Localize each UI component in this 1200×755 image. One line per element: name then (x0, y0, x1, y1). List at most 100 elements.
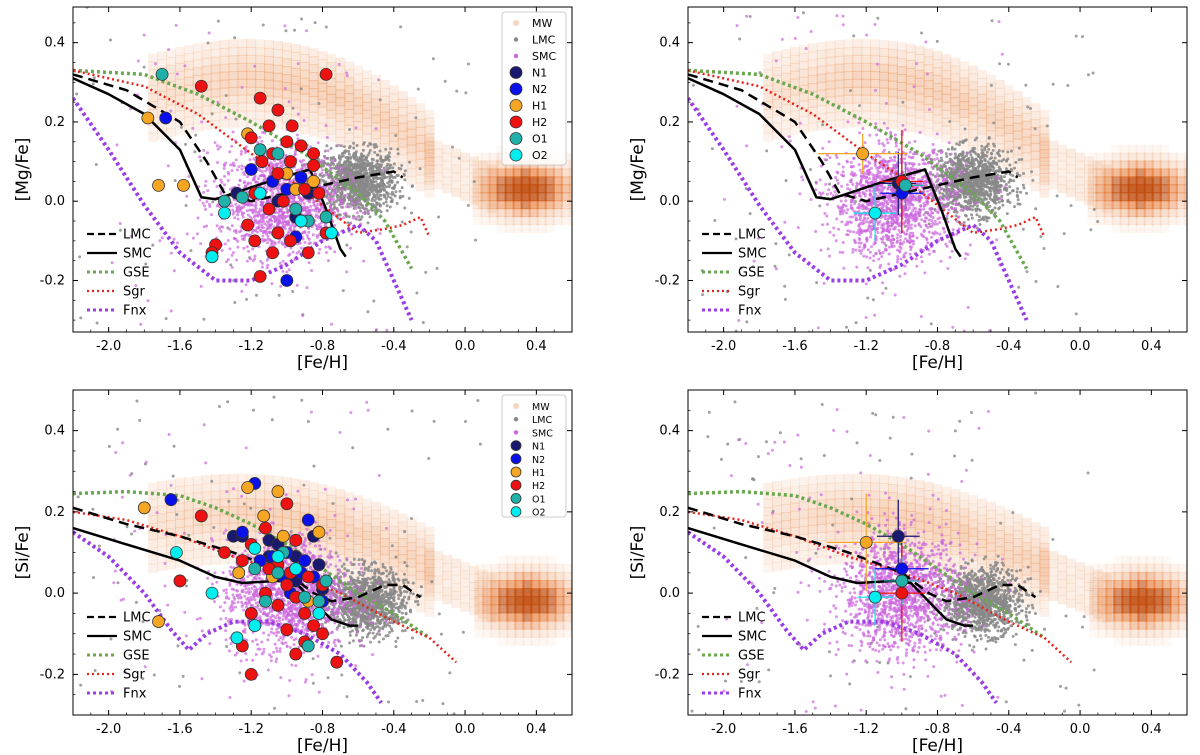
mw-bin (1012, 154, 1023, 164)
lmc-star (1002, 179, 1006, 183)
lmc-star (1008, 191, 1012, 195)
lmc-star (358, 158, 362, 162)
smc-star (316, 207, 320, 211)
cluster-point-o1 (218, 194, 231, 208)
smc-star (110, 261, 114, 265)
lmc-star (372, 195, 376, 199)
smc-star (200, 120, 204, 124)
mw-bin (344, 77, 355, 87)
smc-star (377, 78, 381, 82)
smc-star (175, 241, 179, 245)
mw-bin (959, 140, 970, 150)
mw-bin (914, 61, 925, 71)
mw-bin (772, 66, 783, 76)
smc-star (337, 62, 341, 66)
mw-bin (344, 140, 355, 150)
lmc-star (336, 198, 340, 202)
smc-star (267, 221, 271, 225)
mw-bin (781, 64, 792, 74)
mw-bin (985, 106, 996, 116)
mw-bin (968, 113, 979, 123)
cluster-point-h2 (276, 194, 290, 208)
lmc-star (391, 186, 395, 190)
mw-bin (1151, 200, 1162, 210)
mw-bin (1021, 152, 1032, 162)
mw-bin (994, 135, 1005, 145)
mw-bin (1003, 140, 1014, 150)
mw-bin (807, 83, 818, 93)
mw-bin (246, 102, 257, 112)
mw-bin (560, 168, 571, 178)
lmc-star (393, 175, 397, 179)
smc-star (247, 249, 251, 253)
lmc-star (987, 208, 991, 212)
mw-bin (834, 63, 845, 73)
mw-bin (932, 90, 943, 100)
lmc-star (368, 166, 372, 170)
mw-bin (308, 64, 319, 74)
mw-bin (299, 53, 310, 63)
lmc-star (978, 185, 982, 189)
mw-bin (568, 168, 572, 178)
lmc-star (979, 160, 983, 164)
mw-bin (281, 58, 292, 68)
mw-bin (950, 128, 961, 138)
lmc-star (981, 215, 985, 219)
legend-label-gse: GSE (123, 266, 150, 281)
mw-bin (272, 80, 283, 90)
mw-bin (424, 141, 435, 151)
lmc-star (984, 162, 988, 166)
mw-bin (219, 47, 230, 57)
smc-star (235, 258, 239, 262)
smc-star (260, 203, 264, 207)
mw-bin (237, 70, 248, 80)
lmc-star (277, 293, 281, 297)
mw-bin (1103, 168, 1114, 178)
lmc-star (1017, 158, 1021, 162)
mw-bin (1003, 93, 1014, 103)
lmc-star (341, 154, 345, 158)
mw-bin (772, 98, 783, 108)
mw-bin (834, 55, 845, 65)
mw-bin (362, 101, 373, 111)
lmc-star (985, 219, 989, 223)
smc-star (268, 188, 272, 192)
lmc-star (144, 262, 148, 266)
smc-star (226, 171, 230, 175)
lmc-star (390, 192, 394, 196)
mw-bin (923, 119, 934, 129)
mw-bin (568, 192, 572, 202)
lmc-star (184, 203, 188, 207)
cluster-point-h2 (271, 226, 285, 240)
mw-bin (560, 160, 571, 170)
mw-bin (941, 133, 952, 143)
mw-bin (544, 184, 555, 194)
mw-bin (994, 119, 1005, 129)
lmc-star (983, 146, 987, 150)
smc-star (283, 216, 287, 220)
mw-bin (852, 110, 863, 120)
lmc-star (336, 189, 340, 193)
mw-bin (1101, 180, 1112, 190)
mw-bin (1066, 188, 1077, 198)
mw-bin (1103, 200, 1114, 210)
mw-bin (807, 43, 818, 53)
y-tick-label: 0.0 (44, 194, 65, 209)
smc-star (232, 164, 236, 168)
smc-star (142, 33, 146, 37)
mw-bin (923, 48, 934, 58)
mw-bin (237, 78, 248, 88)
mw-bin (335, 97, 346, 107)
lmc-star (955, 210, 959, 214)
mw-bin (362, 85, 373, 95)
lmc-star (1009, 149, 1013, 153)
lmc-star (985, 150, 989, 154)
mw-bin (1003, 116, 1014, 126)
lmc-star (995, 198, 999, 202)
mw-density (763, 39, 1187, 233)
mw-bin (896, 66, 907, 76)
lmc-star (983, 165, 987, 169)
lmc-star (336, 162, 340, 166)
lmc-star (372, 192, 376, 196)
lmc-star (394, 190, 398, 194)
